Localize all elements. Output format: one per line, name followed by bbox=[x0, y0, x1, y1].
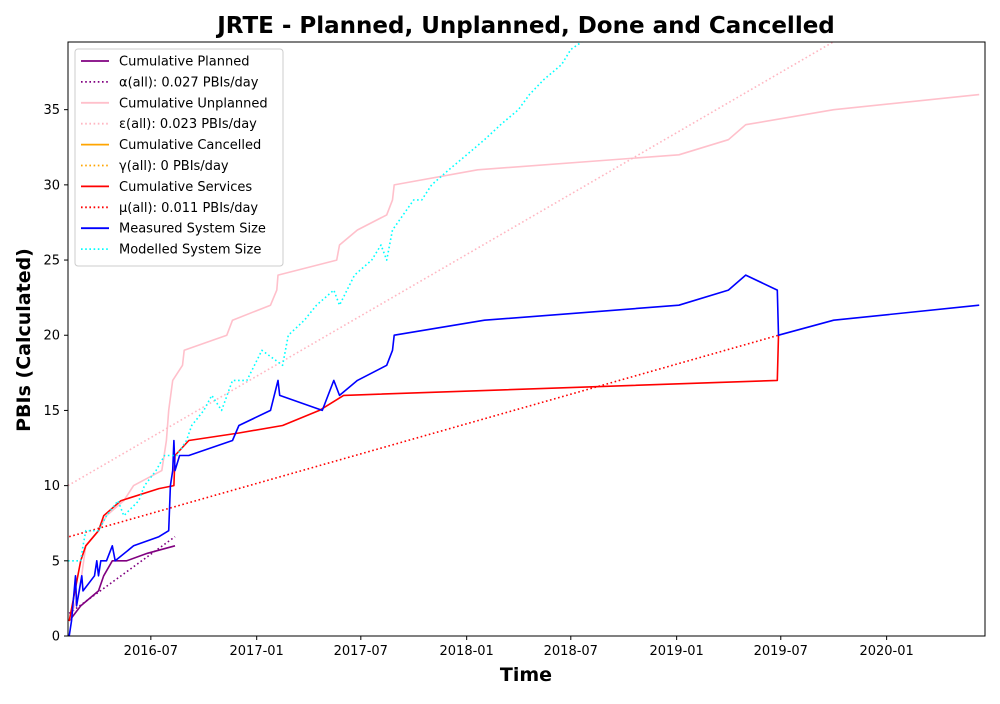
x-tick-label-6: 2019-01 bbox=[649, 644, 703, 659]
legend-label-10: Modelled System Size bbox=[119, 243, 261, 258]
series-line-3 bbox=[68, 93, 980, 622]
legend-label-8: μ(all): 0.011 PBIs/day bbox=[119, 201, 258, 216]
y-tick-label-7: 30 bbox=[43, 178, 60, 193]
x-tick-label-2: 2017-01 bbox=[230, 644, 284, 659]
x-tick-label-3: 2017-07 bbox=[334, 644, 388, 659]
y-tick-label-6: 25 bbox=[43, 254, 60, 269]
y-tick-label-5: 20 bbox=[43, 329, 60, 344]
y-tick-label-3: 10 bbox=[43, 479, 60, 494]
y-axis-title: PBIs (Calculated) bbox=[13, 248, 35, 432]
legend-label-3: Cumulative Unplanned bbox=[119, 96, 268, 111]
series-line-9 bbox=[68, 274, 980, 636]
legend-label-9: Measured System Size bbox=[119, 222, 266, 237]
x-tick-label-8: 2020-01 bbox=[859, 644, 913, 659]
legend-label-7: Cumulative Services bbox=[119, 180, 252, 195]
series-line-10 bbox=[68, 42, 583, 562]
legend-label-1: Cumulative Planned bbox=[119, 55, 249, 70]
y-tick-label-8: 35 bbox=[43, 103, 60, 118]
plot-frame bbox=[67, 41, 986, 637]
legend-label-6: γ(all): 0 PBIs/day bbox=[119, 159, 229, 174]
legend-label-4: ε(all): 0.023 PBIs/day bbox=[119, 117, 257, 132]
y-tick-label-1: 0 bbox=[52, 630, 60, 645]
series-line-4 bbox=[68, 42, 834, 487]
y-tick-label-4: 15 bbox=[43, 404, 60, 419]
series-line-2 bbox=[68, 536, 176, 615]
x-tick-label-4: 2018-01 bbox=[440, 644, 494, 659]
legend-label-2: α(all): 0.027 PBIs/day bbox=[119, 75, 259, 90]
series-line-7 bbox=[68, 335, 780, 622]
x-tick-label-1: 2016-07 bbox=[124, 644, 178, 659]
x-tick-label-7: 2019-07 bbox=[754, 644, 808, 659]
legend-box bbox=[74, 48, 284, 267]
axes: 2016-07 2017-01 2017-07 2018-01 2018-07 2019-… bbox=[43, 41, 986, 659]
chart-title: JRTE - Planned, Unplanned, Done and Canc… bbox=[215, 13, 835, 39]
x-tick-label-5: 2018-07 bbox=[544, 644, 598, 659]
x-axis-title: Time bbox=[500, 664, 552, 686]
plot-area bbox=[68, 42, 980, 636]
y-tick-label-2: 5 bbox=[52, 554, 60, 569]
legend: Cumulative Planned α(all): 0.027 PBIs/day… bbox=[74, 48, 284, 267]
series-lines bbox=[68, 42, 980, 636]
series-line-8 bbox=[68, 334, 779, 538]
legend-label-5: Cumulative Cancelled bbox=[119, 138, 261, 153]
